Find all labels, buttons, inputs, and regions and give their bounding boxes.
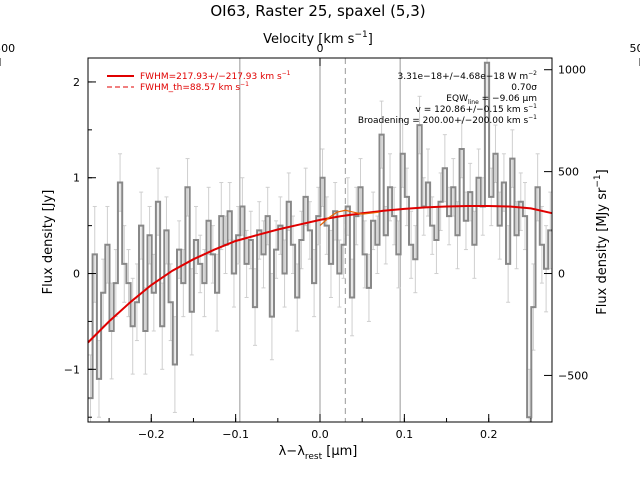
x-axis-label-unit: [μm] bbox=[322, 444, 357, 459]
x-axis-label: λ−λrest [μm] bbox=[279, 444, 358, 462]
data-series-step bbox=[88, 61, 553, 419]
x-axis-label-text: λ−λ bbox=[279, 444, 306, 459]
annotation-velocity: v = 120.86+/−0.15 km s−1 bbox=[416, 103, 538, 115]
legend-item-fwhm-th-text: FWHM_th=88.57 km s bbox=[140, 83, 240, 93]
annotation-broadening-text: Broadening = 200.00+/−200.00 km s bbox=[358, 116, 529, 126]
x2-tick-label: 0 bbox=[317, 42, 324, 55]
annotation-flux: 3.31e−18+/−4.68e−18 W m−2 bbox=[398, 70, 538, 82]
y-tick-label: −1 bbox=[64, 363, 80, 376]
y2-axis-label-text: Flux density [MJy sr bbox=[595, 187, 610, 315]
x-axis-label-sub: rest bbox=[305, 452, 323, 462]
y-tick-label: 1 bbox=[73, 172, 80, 185]
y2-tick-label: 0 bbox=[558, 268, 565, 281]
y2-axis-label-end: ] bbox=[595, 169, 610, 174]
fit-line bbox=[319, 209, 380, 227]
fit-line bbox=[87, 205, 553, 344]
legend-item-fwhm-text: FWHM=217.93+/−217.93 km s bbox=[140, 72, 282, 82]
top-axis-label: Velocity [km s−1] bbox=[263, 30, 373, 47]
annotation-eqw-label: EQW bbox=[446, 94, 468, 104]
annotation-flux-text: 3.31e−18+/−4.68e−18 W m bbox=[398, 72, 529, 82]
y-tick-label: 2 bbox=[73, 76, 80, 89]
x-tick-label: 0.0 bbox=[311, 428, 329, 441]
legend-item-fwhm: FWHM=217.93+/−217.93 km s−1 bbox=[140, 70, 291, 82]
x-tick-label: 0.2 bbox=[480, 428, 498, 441]
x-tick-label: 0.1 bbox=[396, 428, 414, 441]
annotation-eqw-value: = −9.06 μm bbox=[479, 94, 537, 104]
annotation-broadening: Broadening = 200.00+/−200.00 km s−1 bbox=[358, 114, 537, 126]
y-axis-label: Flux density [Jy] bbox=[41, 190, 56, 295]
y2-tick-label: −500 bbox=[558, 369, 588, 382]
chart-title: OI63, Raster 25, spaxel (5,3) bbox=[210, 2, 425, 20]
top-axis-label-text: Velocity [km s bbox=[263, 32, 355, 47]
annotation-broadening-sup: −1 bbox=[528, 114, 537, 121]
annotations: 3.31e−18+/−4.68e−18 W m−2 0.70σ EQWline … bbox=[358, 70, 537, 126]
series-group bbox=[87, 61, 553, 419]
legend-item-fwhm-th: FWHM_th=88.57 km s−1 bbox=[140, 81, 249, 93]
top-axis-label-end: ] bbox=[368, 32, 373, 47]
annotation-velocity-text: v = 120.86+/−0.15 km s bbox=[416, 105, 529, 115]
y-tick-label: 0 bbox=[73, 268, 80, 281]
axis-ticks: −0.2−0.10.00.10.2−1012−1000−50005001000−… bbox=[0, 42, 640, 441]
x-tick-label: −0.2 bbox=[138, 428, 165, 441]
x2-tick-label: 500 bbox=[630, 42, 640, 55]
x2-tick-label: −500 bbox=[0, 42, 15, 55]
annotation-eqw: EQWline = −9.06 μm bbox=[446, 94, 537, 106]
x-tick-label: −0.1 bbox=[222, 428, 249, 441]
annotation-flux-sup: −2 bbox=[528, 70, 537, 77]
y2-tick-label: 1000 bbox=[558, 64, 586, 77]
legend-item-fwhm-th-sup: −1 bbox=[240, 81, 249, 88]
y2-tick-label: 500 bbox=[558, 166, 579, 179]
annotation-eqw-sub: line bbox=[468, 99, 479, 106]
annotation-sigma: 0.70σ bbox=[511, 83, 537, 93]
legend-item-fwhm-sup: −1 bbox=[282, 70, 291, 77]
legend: FWHM=217.93+/−217.93 km s−1 FWHM_th=88.5… bbox=[107, 70, 291, 93]
y2-axis-label: Flux density [MJy sr−1] bbox=[593, 169, 610, 314]
top-axis-label-sup: −1 bbox=[354, 30, 367, 40]
annotation-velocity-sup: −1 bbox=[528, 103, 537, 110]
y2-axis-label-sup: −1 bbox=[593, 174, 603, 187]
